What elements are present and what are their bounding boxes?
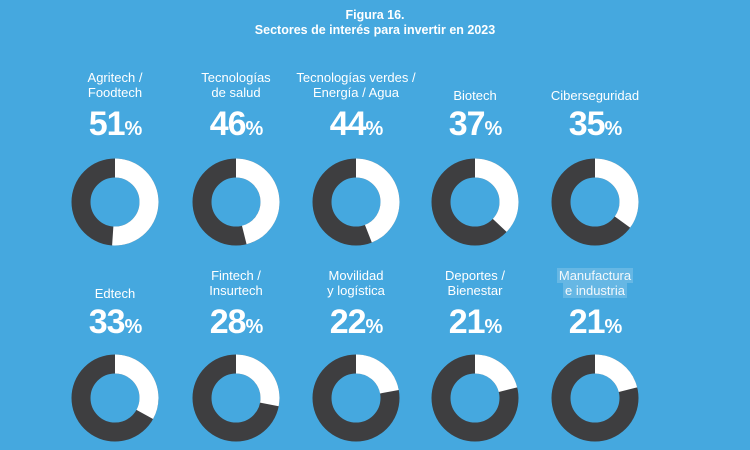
sector-label: Tecnologías de salud	[176, 70, 296, 100]
sector-label-line: Biotech	[453, 88, 497, 103]
sector-label-line: Ciberseguridad	[550, 88, 640, 103]
sector-label: Biotech	[415, 88, 535, 103]
percentage-symbol: %	[124, 316, 143, 338]
percentage-symbol: %	[365, 118, 384, 140]
donut-value-arc	[312, 354, 400, 442]
sector-label-line: Movilidad	[328, 268, 384, 283]
donut-chart	[312, 354, 400, 442]
sector-percentage: 44%	[296, 106, 416, 147]
donut-chart	[192, 354, 280, 442]
percentage-symbol: %	[604, 316, 623, 338]
sector-label-line: Bienestar	[447, 283, 503, 298]
percentage-value: 21	[448, 303, 486, 341]
sector-label-line: Agritech /	[87, 70, 143, 85]
donut-value-arc	[431, 354, 519, 442]
percentage-symbol: %	[124, 118, 143, 140]
donut-value-arc	[192, 158, 280, 246]
sector-label: Tecnologías verdes / Energía / Agua	[296, 70, 416, 100]
figure-header: Figura 16. Sectores de interés para inve…	[0, 8, 750, 38]
percentage-value: 37	[448, 105, 486, 143]
sector-label-line: Deportes /	[445, 268, 505, 283]
sector-label-line: Foodtech	[87, 85, 143, 100]
donut-value-arc	[551, 158, 639, 246]
donut-value-arc	[551, 354, 639, 442]
sector-label-line: Tecnologías verdes /	[296, 70, 416, 85]
sector-percentage: 21%	[535, 304, 655, 345]
donut-chart	[71, 158, 159, 246]
percentage-symbol: %	[484, 316, 503, 338]
percentage-value: 46	[209, 105, 247, 143]
sector-label: Fintech / Insurtech	[176, 268, 296, 298]
donut-value-arc	[192, 354, 280, 442]
sector-label-line: Edtech	[94, 286, 136, 301]
percentage-value: 22	[329, 303, 367, 341]
percentage-symbol: %	[484, 118, 503, 140]
donut-chart	[431, 354, 519, 442]
sector-percentage: 35%	[535, 106, 655, 147]
sector-label: Movilidad y logística	[296, 268, 416, 298]
figure-title: Figura 16.	[345, 8, 405, 22]
sector-percentage: 37%	[415, 106, 535, 147]
sector-percentage: 28%	[176, 304, 296, 345]
donut-chart	[431, 158, 519, 246]
sector-label-line: e industria	[563, 283, 627, 298]
percentage-value: 35	[568, 105, 606, 143]
donut-chart	[312, 158, 400, 246]
sector-percentage: 21%	[415, 304, 535, 345]
sector-percentage: 46%	[176, 106, 296, 147]
sector-label-line: Manufactura	[556, 268, 634, 283]
sector-label-line: y logística	[327, 283, 385, 298]
sector-percentage: 51%	[55, 106, 175, 147]
percentage-symbol: %	[604, 118, 623, 140]
donut-value-arc	[71, 354, 159, 442]
sector-label: Deportes / Bienestar	[415, 268, 535, 298]
percentage-value: 28	[209, 303, 247, 341]
sector-label-line: Insurtech	[209, 283, 263, 298]
donut-value-arc	[312, 158, 400, 246]
sector-label-line: Tecnologías	[201, 70, 271, 85]
sector-label-line: Energía / Agua	[312, 85, 399, 100]
percentage-value: 33	[88, 303, 126, 341]
sector-label-line: de salud	[211, 85, 261, 100]
percentage-symbol: %	[245, 118, 264, 140]
percentage-symbol: %	[365, 316, 384, 338]
donut-value-arc	[431, 158, 519, 246]
donut-chart	[551, 158, 639, 246]
sector-label: Manufactura e industria	[535, 268, 655, 298]
sector-label: Ciberseguridad	[535, 88, 655, 103]
percentage-value: 21	[568, 303, 606, 341]
donut-chart	[551, 354, 639, 442]
sector-percentage: 33%	[55, 304, 175, 345]
sector-label: Edtech	[55, 286, 175, 301]
donut-chart	[192, 158, 280, 246]
percentage-value: 51	[88, 105, 126, 143]
sector-label: Agritech / Foodtech	[55, 70, 175, 100]
donut-value-arc	[71, 158, 159, 246]
percentage-value: 44	[329, 105, 367, 143]
sector-percentage: 22%	[296, 304, 416, 345]
figure-subtitle: Sectores de interés para invertir en 202…	[254, 23, 496, 37]
donut-chart	[71, 354, 159, 442]
percentage-symbol: %	[245, 316, 264, 338]
sector-label-line: Fintech /	[211, 268, 261, 283]
